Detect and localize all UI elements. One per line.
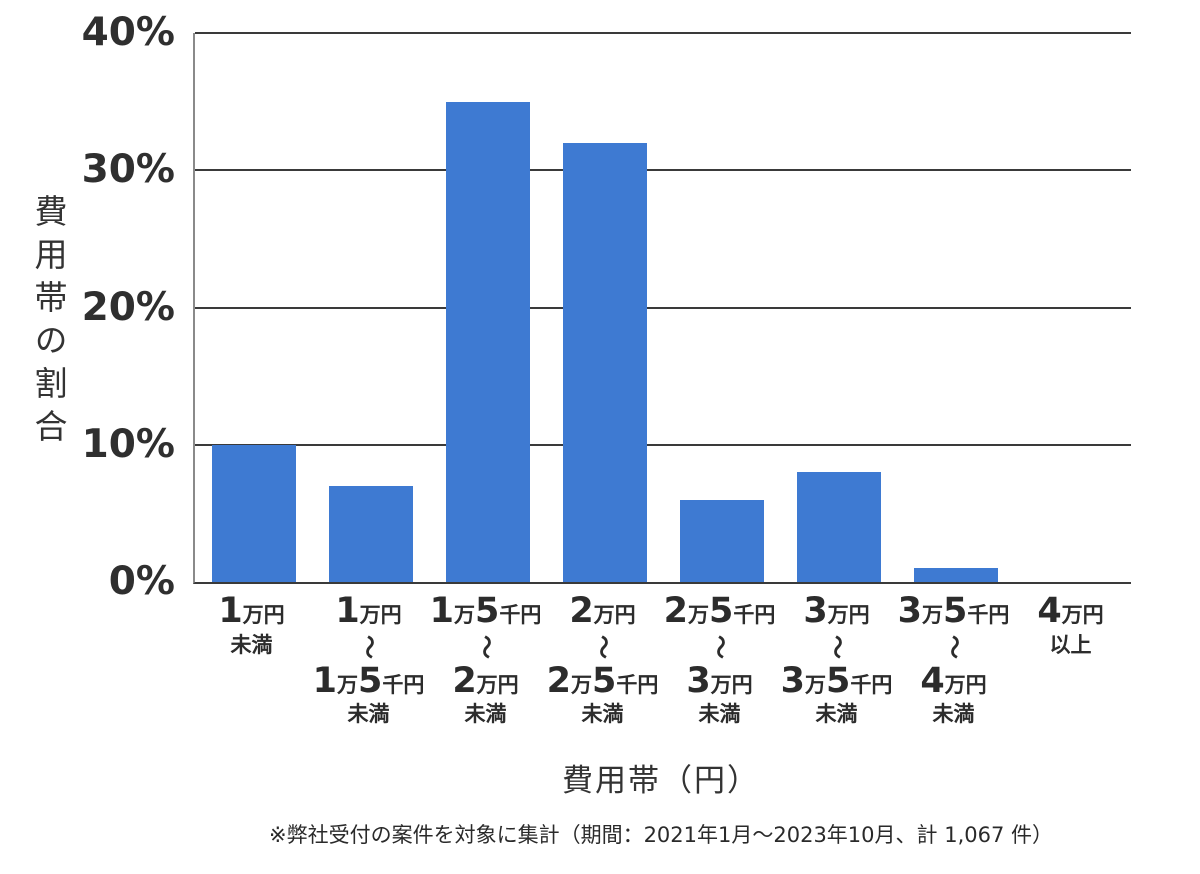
- bar-7: [913, 568, 998, 582]
- x-label-line: 2万円: [569, 591, 636, 631]
- gridline-20: [195, 306, 1131, 309]
- bar-6: [796, 472, 881, 582]
- bar-5: [679, 499, 764, 582]
- x-label-line: 1万5千円: [312, 660, 425, 701]
- x-label-line: 未満: [464, 702, 507, 726]
- x-label-line: 1万5千円: [429, 591, 542, 631]
- x-label-line: 3万円: [803, 591, 870, 631]
- x-label-line: 未満: [698, 702, 741, 726]
- x-label-7: 3万5千円〜 4万円 未満: [864, 591, 1044, 732]
- x-label-line: 未満: [347, 702, 390, 726]
- x-label-line: 未満: [815, 702, 858, 726]
- x-label-line: 3万円: [686, 660, 753, 701]
- plot-area: [193, 32, 1131, 584]
- bar-2: [328, 485, 413, 582]
- x-label-1: 1万円 未満: [162, 591, 342, 663]
- x-label-line: 2万5千円: [546, 660, 659, 701]
- x-label-4: 2万円〜 2万5千円 未満: [513, 591, 693, 732]
- y-tick-10: 10%: [81, 421, 175, 467]
- y-tick-40: 40%: [81, 10, 175, 55]
- x-label-line: 2万円: [452, 660, 519, 701]
- bar-4: [562, 142, 647, 582]
- footnote: ※弊社受付の案件を対象に集計（期間：2021年1月～2023年10月、計 1,0…: [268, 823, 1054, 847]
- x-label-line: 4万円: [1037, 591, 1104, 631]
- x-label-5: 2万5千円〜 3万円 未満: [630, 591, 810, 732]
- x-label-line: 未満: [932, 702, 975, 726]
- gridline-10: [195, 443, 1131, 446]
- gridline-30: [195, 169, 1131, 172]
- bar-3: [445, 101, 530, 582]
- x-label-line: 3万5千円: [897, 591, 1010, 631]
- x-label-line: 1万円: [218, 591, 285, 631]
- x-label-8: 4万円 以上: [981, 591, 1161, 663]
- x-label-line: 未満: [230, 632, 273, 657]
- x-label-line: 3万5千円: [780, 660, 893, 701]
- gridline-40: [195, 32, 1131, 34]
- y-tick-0: 0%: [108, 559, 175, 604]
- x-label-line: 4万円: [920, 660, 987, 701]
- x-axis-title: 費用帯（円）: [562, 763, 760, 799]
- bar-1: [211, 444, 296, 582]
- x-label-line: 2万5千円: [663, 591, 776, 631]
- x-label-line: 以上: [1049, 632, 1092, 657]
- y-axis-title: 費用帯の割合: [29, 194, 68, 452]
- x-label-3: 1万5千円〜 2万円 未満: [396, 591, 576, 732]
- gridlines: [195, 32, 1131, 582]
- x-label-line: 未満: [581, 702, 624, 726]
- x-label-6: 3万円〜 3万5千円 未満: [747, 591, 927, 732]
- y-tick-30: 30%: [81, 147, 175, 193]
- bars: [195, 33, 1131, 582]
- x-label-line: 1万円: [335, 591, 402, 631]
- x-label-2: 1万円〜 1万5千円 未満: [279, 591, 459, 732]
- y-tick-20: 20%: [81, 284, 175, 330]
